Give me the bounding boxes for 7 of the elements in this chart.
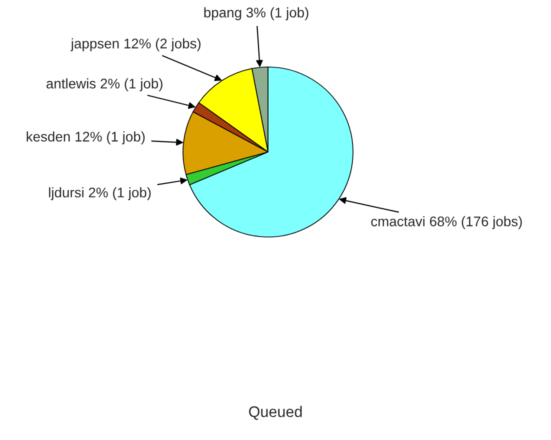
slice-label: kesden 12% (1 job) [26,131,145,144]
slice-label: ljdursi 2% (1 job) [49,187,151,200]
slice-label: jappsen 12% (2 jobs) [70,38,201,52]
slice-label: bpang 3% (1 job) [204,7,308,20]
slice-label: cmactavi 68% (176 jobs) [371,216,522,230]
text: Queued [249,406,302,420]
slice-label: antlewis 2% (1 job) [46,78,162,92]
